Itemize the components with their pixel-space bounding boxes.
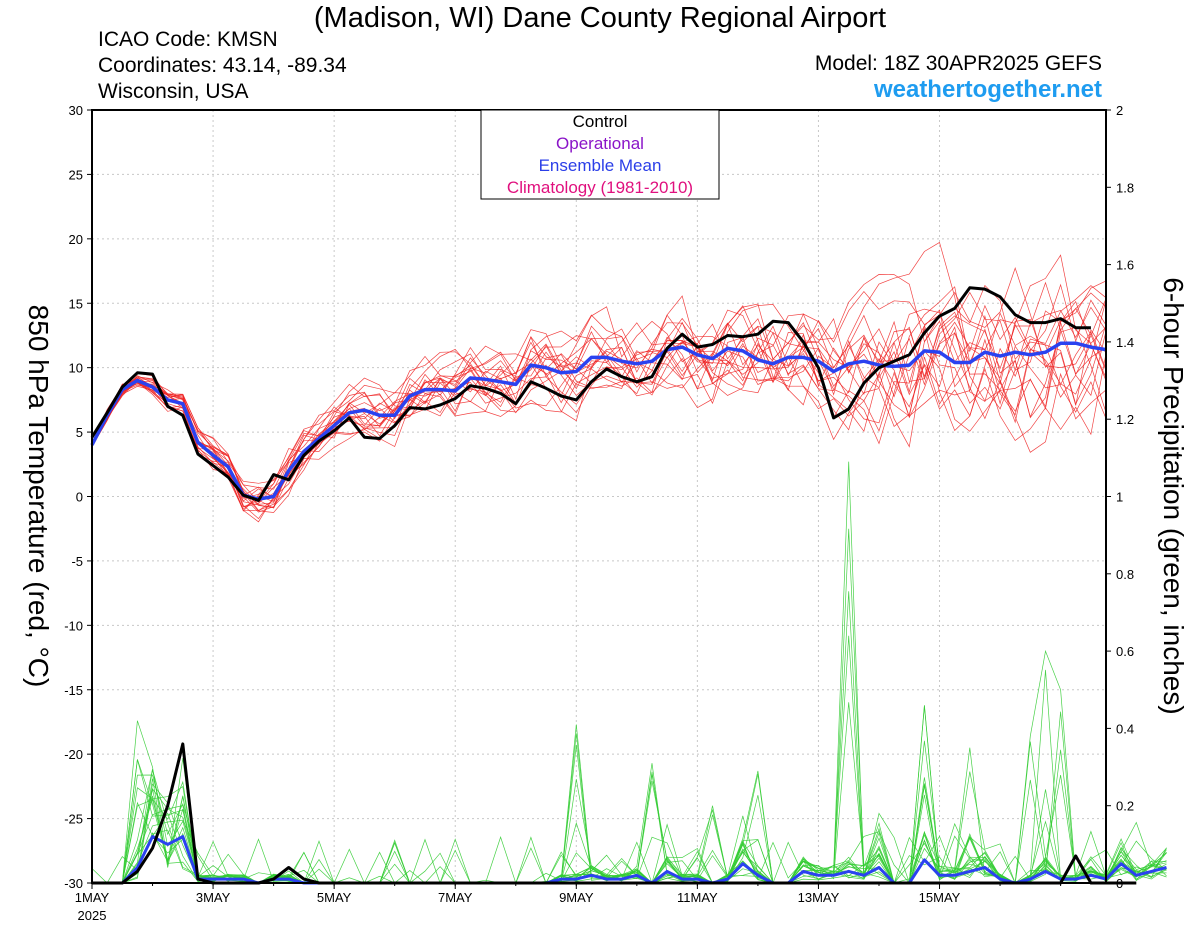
precip-member-line bbox=[92, 774, 1167, 884]
y-tick-label-right: 0 bbox=[1116, 876, 1123, 891]
precip-member-line bbox=[92, 591, 1167, 884]
y-tick-label-right: 1.8 bbox=[1116, 180, 1134, 195]
precip-member-line bbox=[92, 528, 1167, 884]
x-tick-label: 3MAY bbox=[196, 890, 231, 905]
temp-member-line bbox=[91, 280, 1107, 513]
legend-entry: Control bbox=[573, 112, 628, 131]
y-tick-label-left: -30 bbox=[64, 876, 83, 891]
x-tick-label: 1MAY bbox=[75, 890, 110, 905]
y-tick-label-left: -20 bbox=[64, 747, 83, 762]
temp-member-line bbox=[91, 299, 1107, 511]
precip-member-line bbox=[92, 702, 1167, 884]
precip-member-lines bbox=[91, 461, 1167, 884]
temp-member-line bbox=[91, 328, 1107, 484]
y-tick-label-left: 25 bbox=[69, 167, 83, 182]
temp-member-line bbox=[91, 254, 1107, 520]
temp-member-line bbox=[91, 274, 1107, 500]
temp-member-line bbox=[91, 292, 1107, 509]
precip-member-line bbox=[92, 669, 1167, 884]
precip-member-line bbox=[92, 759, 1167, 884]
legend-entry: Ensemble Mean bbox=[539, 156, 662, 175]
y-tick-label-left: -5 bbox=[71, 554, 83, 569]
precip-member-line bbox=[92, 635, 1167, 884]
location: Wisconsin, USA bbox=[98, 80, 249, 103]
y-tick-label-right: 0.6 bbox=[1116, 644, 1134, 659]
temp-member-line bbox=[91, 306, 1107, 509]
model-run: Model: 18Z 30APR2025 GEFS bbox=[814, 52, 1102, 75]
x-tick-label: 5MAY bbox=[317, 890, 352, 905]
temp-member-line bbox=[91, 281, 1107, 503]
legend-entry: Operational bbox=[556, 134, 644, 153]
precip-member-line bbox=[92, 741, 1167, 884]
y-tick-label-left: 10 bbox=[69, 361, 83, 376]
y-tick-label-right: 2 bbox=[1116, 103, 1123, 118]
x-tick-label: 13MAY bbox=[798, 890, 840, 905]
coordinates: Coordinates: 43.14, -89.34 bbox=[98, 54, 347, 77]
y-tick-label-right: 0.4 bbox=[1116, 721, 1134, 736]
y-tick-label-left: 5 bbox=[76, 425, 83, 440]
y-tick-label-right: 0.8 bbox=[1116, 567, 1134, 582]
precip-member-line bbox=[92, 771, 1167, 884]
y-tick-label-right: 1.4 bbox=[1116, 335, 1134, 350]
x-tick-label: 11MAY bbox=[677, 890, 718, 905]
y-tick-label-left: -10 bbox=[64, 618, 83, 633]
y-tick-label-left: 20 bbox=[69, 232, 83, 247]
x-tick-label: 7MAY bbox=[438, 890, 473, 905]
chart-title: (Madison, WI) Dane County Regional Airpo… bbox=[313, 2, 887, 34]
y-tick-label-left: 0 bbox=[76, 490, 83, 505]
precip-control-line bbox=[92, 742, 1137, 885]
y-tick-label-right: 0.2 bbox=[1116, 799, 1134, 814]
y-tick-label-left: 30 bbox=[69, 103, 83, 118]
temp-member-line bbox=[91, 291, 1107, 490]
axes: 302520151050-5-10-15-20-25-3021.81.61.41… bbox=[64, 103, 1134, 923]
y-tick-label-left: -25 bbox=[64, 812, 83, 827]
precip-member-line bbox=[92, 785, 1167, 884]
y-tick-label-left: -15 bbox=[64, 683, 83, 698]
temp-control-line bbox=[90, 286, 1091, 502]
precip-member-line bbox=[92, 740, 1167, 884]
x-tick-sublabel: 2025 bbox=[78, 908, 107, 923]
temp-member-line bbox=[91, 306, 1107, 502]
y-tick-label-right: 1.6 bbox=[1116, 258, 1134, 273]
y-tick-label-left: 15 bbox=[69, 296, 83, 311]
precip-member-line bbox=[92, 461, 1167, 884]
legend-box bbox=[480, 109, 720, 200]
legend: Control Operational Ensemble Mean Climatolo… bbox=[480, 109, 720, 200]
temp-member-line bbox=[91, 285, 1107, 512]
x-tick-label: 9MAY bbox=[559, 890, 594, 905]
icao-code: ICAO Code: KMSN bbox=[98, 28, 278, 51]
temp-member-lines bbox=[91, 241, 1107, 523]
y-tick-label-right: 1.2 bbox=[1116, 412, 1134, 427]
temp-member-line bbox=[91, 308, 1107, 508]
y-tick-label-right: 1 bbox=[1116, 490, 1123, 505]
temp-member-line bbox=[91, 298, 1107, 509]
site-link[interactable]: weathertogether.net bbox=[873, 76, 1102, 103]
x-tick-label: 15MAY bbox=[919, 890, 961, 905]
legend-entry: Climatology (1981-2010) bbox=[507, 178, 693, 197]
temp-ensemble-mean-line bbox=[90, 341, 1107, 501]
